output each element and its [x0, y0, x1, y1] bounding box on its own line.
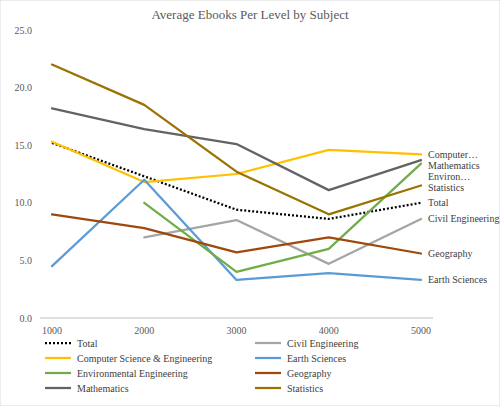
- x-tick-label: 2000: [134, 325, 154, 336]
- legend-label: Civil Engineering: [287, 338, 358, 349]
- legend-label: Environmental Engineering: [77, 368, 188, 379]
- end-label: Geography: [428, 248, 472, 259]
- legend-swatch: [255, 357, 281, 359]
- legend-swatch: [45, 357, 71, 359]
- end-label: Environ…: [428, 171, 470, 182]
- series-group: [52, 65, 421, 280]
- x-axis-line: [40, 318, 433, 319]
- y-tick: [37, 260, 40, 261]
- legend-swatch: [255, 342, 281, 344]
- x-tick-label: 3000: [227, 325, 247, 336]
- series-line: [52, 142, 421, 182]
- legend-swatch: [255, 372, 281, 374]
- y-tick-label: 15.0: [15, 140, 33, 151]
- end-label: Total: [428, 197, 449, 208]
- y-tick-label: 25.0: [15, 25, 33, 36]
- legend-label: Geography: [287, 368, 331, 379]
- y-tick-label: 0.0: [20, 313, 33, 324]
- series-line: [52, 65, 421, 215]
- x-tick-label: 5000: [411, 325, 431, 336]
- y-tick: [37, 145, 40, 146]
- legend-label: Earth Sciences: [287, 353, 346, 364]
- end-label: Computer…: [428, 149, 478, 160]
- legend-label: Mathematics: [77, 383, 129, 394]
- legend-swatch: [255, 387, 281, 389]
- legend-swatch: [45, 342, 71, 344]
- legend-label: Statistics: [287, 383, 323, 394]
- y-tick: [37, 30, 40, 31]
- chart-title: Average Ebooks Per Level by Subject: [151, 7, 349, 22]
- x-tick-label: 4000: [319, 325, 339, 336]
- legend-label: Computer Science & Engineering: [77, 353, 212, 364]
- end-label: Mathematics: [428, 160, 480, 171]
- legend-swatch: [45, 387, 71, 389]
- series-line: [52, 180, 421, 280]
- chart-container: Average Ebooks Per Level by Subject 0.0 5.…: [0, 0, 500, 406]
- legend-label: Total: [77, 338, 98, 349]
- end-label: Statistics: [428, 182, 464, 193]
- chart-svg: Average Ebooks Per Level by Subject 0.0 5.…: [0, 0, 500, 406]
- series-line: [144, 164, 421, 272]
- legend-swatch: [45, 372, 71, 374]
- series-line: [52, 143, 421, 219]
- y-tick: [37, 202, 40, 203]
- end-label: Civil Engineering: [428, 213, 499, 224]
- y-tick-label: 20.0: [15, 82, 33, 93]
- y-tick: [37, 87, 40, 88]
- x-tick-label: 1000: [42, 325, 62, 336]
- y-tick: [37, 318, 40, 319]
- y-tick-label: 10.0: [15, 197, 33, 208]
- series-line: [52, 108, 421, 190]
- y-tick-label: 5.0: [20, 255, 33, 266]
- end-label: Earth Sciences: [428, 274, 487, 285]
- series-line: [52, 214, 421, 253]
- background: [0, 0, 500, 406]
